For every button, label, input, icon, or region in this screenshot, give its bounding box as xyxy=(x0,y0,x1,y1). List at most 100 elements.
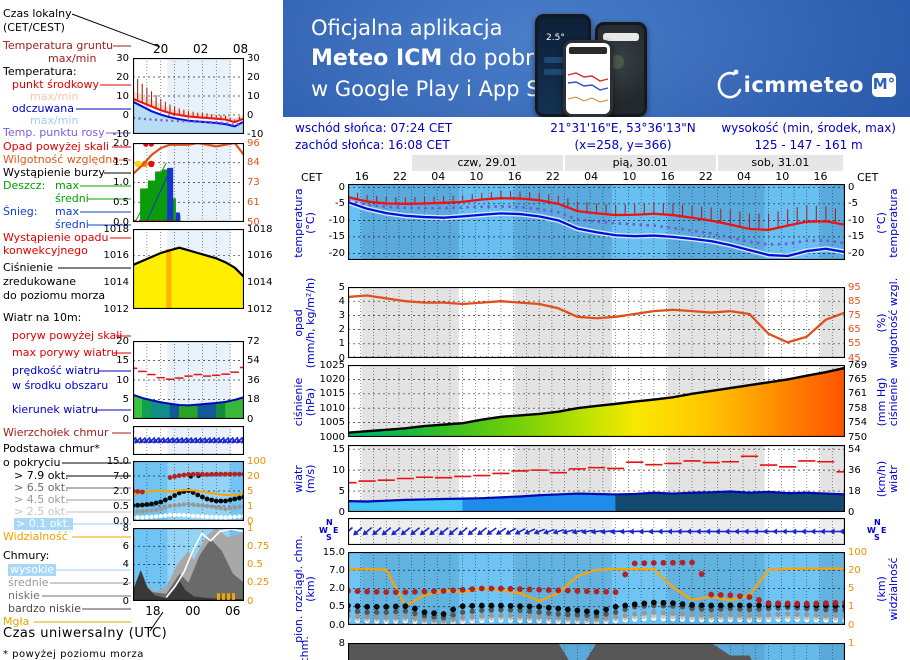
right-axis-tick: -15 xyxy=(848,231,865,243)
time-tick: 16 xyxy=(507,170,522,183)
mini-left-tick: 8 xyxy=(122,522,129,534)
left-axis-tick: 2 xyxy=(338,324,345,336)
mini-left-tick: 1.5 xyxy=(113,157,129,169)
mini-right-tick: 1 xyxy=(247,522,254,534)
mini-left-tick: 20 xyxy=(116,71,129,83)
left-axis-tick: -15 xyxy=(328,231,345,243)
right-axis-tick: 95 xyxy=(848,281,861,293)
chart-panel-mini_opad xyxy=(133,143,244,222)
mini-left-tick: 4 xyxy=(122,559,129,570)
mini-time-tick-bottom: 00 xyxy=(185,604,201,618)
time-tick: 04 xyxy=(584,170,599,183)
left-axis-tick: 1000 xyxy=(319,431,345,443)
mini-right-tick: 61 xyxy=(247,196,260,208)
legend-item: > 2.5 okt. xyxy=(14,505,69,518)
mini-right-tick: 0.75 xyxy=(247,540,270,552)
legend-item: Śnieg: xyxy=(3,205,38,218)
time-tick: 22 xyxy=(545,170,560,183)
left-axis-tick: 10 xyxy=(332,464,345,476)
mini-left-tick: 5 xyxy=(122,394,129,405)
mini-left-tick: 1.0 xyxy=(113,177,129,188)
time-tick: 04 xyxy=(737,170,752,183)
date-box: sob, 31.01 xyxy=(717,155,843,171)
left-axis-tick: 1 xyxy=(338,338,345,350)
mini-left-tick: 15.0 xyxy=(106,455,129,467)
date-label: sob, 31.01 xyxy=(751,156,810,169)
mini-right-tick: 84 xyxy=(247,157,260,169)
legend-item: punkt środkowy xyxy=(12,78,100,91)
left-axis-tick: 0.0 xyxy=(329,619,345,631)
mini-right-tick: 0.25 xyxy=(247,577,270,589)
mini-right-tick: 5 xyxy=(247,485,254,497)
legend-sidebar: Czas lokalny (CET/CEST) Temperatura gruntu… xyxy=(0,0,283,660)
phone-mockup-front xyxy=(563,40,613,117)
legend-item: Ciśnienie xyxy=(3,261,54,274)
date-box: czw, 29.01 xyxy=(411,155,563,171)
legend-item: (CET/CEST) xyxy=(3,21,65,34)
legend-item: poryw powyżej skali xyxy=(12,329,123,342)
legend-item: w środku obszaru xyxy=(12,379,109,392)
mini-time-tick-top: 20 xyxy=(152,42,169,56)
right-axis-tick: 65 xyxy=(848,324,861,336)
location-header: wschód słońca: 07:24 CET zachód słońca: … xyxy=(283,117,910,155)
legend-item: max/min xyxy=(48,52,97,65)
right-axis-tick: 0 xyxy=(848,506,855,518)
tz-label-right: CET xyxy=(857,171,879,184)
time-tick: 04 xyxy=(431,170,446,183)
legend-item: max/min xyxy=(30,90,79,103)
mini-right-tick: 0 xyxy=(247,515,254,527)
mini-right-tick: 0 xyxy=(247,413,254,425)
sunrise: wschód słońca: 07:24 CET xyxy=(295,121,453,135)
chart-panel-opad_wilgotnosc xyxy=(348,287,845,358)
right-axis-tick: 750 xyxy=(848,431,868,443)
legend-item: średni xyxy=(55,218,89,231)
mini-left-tick: 0.0 xyxy=(113,216,129,228)
legend-item: odczuwana xyxy=(12,102,74,115)
right-axis-tick: 758 xyxy=(848,402,868,414)
mini-left-tick: 0.0 xyxy=(113,515,129,527)
right-axis-tick: 0 xyxy=(848,619,855,631)
left-axis-tick: -5 xyxy=(335,198,345,210)
date-label: czw, 29.01 xyxy=(457,156,517,169)
app-banner[interactable]: Oficjalna aplikacja Meteo ICM do pobrani… xyxy=(283,0,910,117)
date-box: pią, 30.01 xyxy=(564,155,716,171)
legend-item: Podstawa chmur* xyxy=(3,442,100,455)
tz-label-left: CET xyxy=(301,171,323,184)
mini-right-tick: 50 xyxy=(247,216,260,228)
right-axis-tick: 54 xyxy=(848,443,861,455)
right-axis-tick: 36 xyxy=(848,464,861,476)
legend-item: Czas uniwersalny (UTC) xyxy=(3,626,168,641)
right-axis-tick: 754 xyxy=(848,417,868,429)
mini-right-tick: 20 xyxy=(247,470,260,482)
legend-item: max porywy wiatru xyxy=(12,346,118,359)
right-axis-tick: 45 xyxy=(848,352,861,364)
left-axis-tick: 15.0 xyxy=(322,546,345,558)
mini-left-tick: 6 xyxy=(122,540,129,552)
chart-panel-mini_chmury_widz xyxy=(133,461,244,521)
mini-right-tick: 36 xyxy=(247,374,260,386)
chart-panel-mini_wiatr xyxy=(133,341,244,419)
legend-item: Czas lokalny xyxy=(3,7,72,20)
legend-item: Chmury: xyxy=(3,549,50,562)
chart-panel-temperatura xyxy=(348,184,845,260)
mini-left-tick: 2.0 xyxy=(113,137,129,149)
chart-panel-mini_kierunek xyxy=(133,426,244,455)
left-axis-tick: 0 xyxy=(338,506,345,518)
mini-time-tick-bottom: 06 xyxy=(225,604,241,618)
left-axis-tick: -10 xyxy=(328,214,345,226)
legend-item: zredukowane xyxy=(3,275,76,288)
legend-item: Wystąpienie opadu xyxy=(3,231,109,244)
mini-right-tick: 10 xyxy=(247,90,260,102)
time-tick: 10 xyxy=(775,170,790,183)
right-axis-tick: -10 xyxy=(848,214,865,226)
time-tick: 22 xyxy=(392,170,407,183)
legend-item: Opad powyżej skali xyxy=(3,140,109,153)
mini-right-tick: 20 xyxy=(247,71,260,83)
chart-panel-chmury_widzialnosc xyxy=(348,552,845,625)
mini-left-tick: 1014 xyxy=(103,276,129,288)
legend-item: > 0.1 okt. xyxy=(14,517,73,530)
mini-left-tick: 10 xyxy=(116,90,129,102)
left-axis-tick: 5 xyxy=(338,485,345,497)
